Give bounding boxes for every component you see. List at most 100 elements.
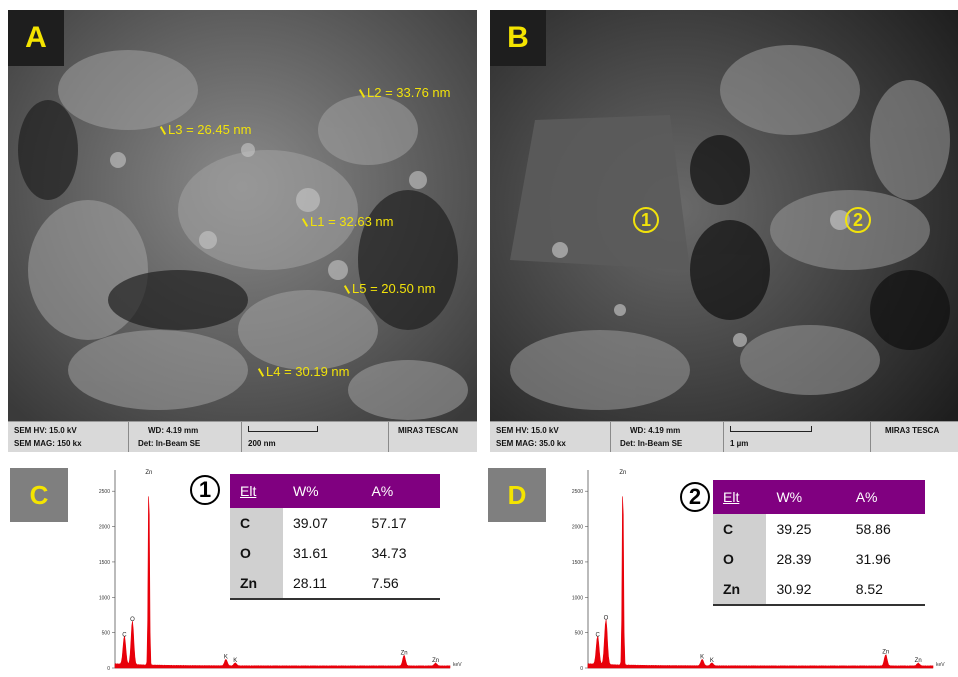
sem-hv-a: SEM HV: 15.0 kV	[14, 426, 77, 435]
panel-label-a: A	[8, 10, 64, 66]
sem-det-a: Det: In-Beam SE	[138, 439, 201, 448]
element-cell: Zn	[713, 574, 767, 606]
header-a: A%	[361, 474, 440, 508]
element-cell: C	[230, 508, 283, 538]
sem-info-bar-a: SEM HV: 15.0 kV SEM MAG: 150 kx WD: 4.19…	[8, 421, 477, 452]
y-tick-label: 500	[102, 631, 111, 637]
peak-label-o: O	[604, 616, 609, 622]
header-w: W%	[766, 480, 846, 514]
peak-label-o: O	[130, 617, 135, 623]
scale-text-b: 1 µm	[730, 439, 749, 448]
element-cell: O	[713, 544, 767, 574]
y-tick-label: 1000	[572, 595, 583, 601]
spectrum-trace	[114, 496, 451, 669]
measurement-l4: L4 = 30.19 nm	[257, 364, 350, 379]
header-elt: Elt	[230, 474, 283, 508]
spot-marker-d: 2	[680, 482, 710, 512]
table-row: O 31.61 34.73	[230, 538, 440, 568]
y-tick-label: 0	[580, 666, 583, 672]
peak-label-zn: Zn	[619, 470, 626, 476]
table-row: C 39.25 58.86	[713, 514, 925, 544]
weight-cell: 30.92	[766, 574, 846, 606]
atomic-cell: 7.56	[361, 568, 440, 600]
analysis-spot-1: 1	[633, 207, 659, 233]
sem-brand-b: MIRA3 TESCA	[885, 426, 940, 435]
y-tick-label: 2000	[99, 525, 110, 531]
sem-image-a: A L2 = 33.76 nm L3 = 26.45 nm L1 = 32.63…	[8, 10, 477, 452]
measurement-l4-text: L4 = 30.19 nm	[266, 364, 350, 379]
table-row: C 39.07 57.17	[230, 508, 440, 538]
y-tick-label: 1500	[99, 560, 110, 566]
peak-label-c: C	[122, 633, 127, 639]
x-axis-label: keV	[453, 662, 462, 668]
atomic-cell: 8.52	[845, 574, 925, 606]
y-tick-label: 0	[107, 666, 110, 672]
measurement-l3-text: L3 = 26.45 nm	[168, 122, 252, 137]
atomic-cell: 57.17	[371, 515, 407, 531]
panel-label-c: C	[10, 468, 68, 522]
peak-label-k: K	[700, 655, 704, 661]
atomic-cell: 34.73	[371, 545, 407, 561]
atomic-cell: 31.96	[855, 551, 891, 567]
peak-label-zn: Zn	[915, 658, 922, 664]
y-tick-label: 1000	[99, 595, 110, 601]
table-row: Zn 30.92 8.52	[713, 574, 925, 606]
sem-wd-a: WD: 4.19 mm	[148, 426, 199, 435]
peak-label-c: C	[595, 633, 600, 639]
weight-cell: 28.39	[776, 551, 812, 567]
measurement-l3: L3 = 26.45 nm	[159, 122, 252, 137]
sem-texture-b	[490, 10, 958, 452]
measurement-l2-text: L2 = 33.76 nm	[367, 85, 451, 100]
weight-cell: 39.25	[776, 521, 812, 537]
sem-brand-a: MIRA3 TESCAN	[398, 426, 459, 435]
sem-info-bar-b: SEM HV: 15.0 kV SEM MAG: 35.0 kx WD: 4.1…	[490, 421, 958, 452]
peak-label-zn: Zn	[145, 470, 152, 476]
sem-wd-b: WD: 4.19 mm	[630, 426, 681, 435]
x-axis-label: keV	[936, 662, 945, 668]
scale-text-a: 200 nm	[248, 439, 276, 448]
peak-label-zn: Zn	[401, 650, 408, 656]
weight-cell: 39.07	[292, 515, 328, 531]
y-tick-label: 500	[575, 631, 584, 637]
element-cell: Zn	[230, 568, 283, 600]
sem-mag-a: SEM MAG: 150 kx	[14, 439, 82, 448]
composition-table-d: Elt W% A% C 39.25 58.86 O 28.39 31.96 Zn…	[713, 480, 925, 606]
sem-texture-a	[8, 10, 477, 452]
y-tick-label: 2500	[572, 489, 583, 495]
element-cell: O	[230, 538, 283, 568]
peak-label-zn: Zn	[432, 658, 439, 664]
measurement-l1-text: L1 = 32.63 nm	[310, 214, 394, 229]
table-row: Zn 28.11 7.56	[230, 568, 440, 600]
weight-cell: 28.11	[282, 568, 362, 600]
header-elt: Elt	[713, 480, 767, 514]
sem-image-b: B 1 2 SEM HV: 15.0 kV SEM MAG: 35.0 kx W…	[490, 10, 958, 452]
atomic-cell: 58.86	[855, 521, 891, 537]
table-row: O 28.39 31.96	[713, 544, 925, 574]
sem-mag-b: SEM MAG: 35.0 kx	[496, 439, 566, 448]
spot-marker-c: 1	[190, 475, 220, 505]
analysis-spot-2: 2	[845, 207, 871, 233]
panel-label-d: D	[488, 468, 546, 522]
measurement-l5-text: L5 = 20.50 nm	[352, 281, 436, 296]
header-w: W%	[282, 474, 362, 508]
panel-label-b: B	[490, 10, 546, 66]
peak-label-zn: Zn	[882, 650, 889, 656]
y-tick-label: 1500	[572, 560, 583, 566]
peak-label-k: K	[233, 658, 237, 664]
scale-bar-a	[248, 426, 318, 432]
sem-hv-b: SEM HV: 15.0 kV	[496, 426, 559, 435]
header-a: A%	[845, 480, 925, 514]
measurement-l2: L2 = 33.76 nm	[358, 85, 451, 100]
measurement-l5: L5 = 20.50 nm	[343, 281, 436, 296]
spectrum-trace	[587, 496, 934, 669]
sem-det-b: Det: In-Beam SE	[620, 439, 683, 448]
peak-label-k: K	[710, 658, 714, 664]
weight-cell: 31.61	[292, 545, 328, 561]
composition-table-c: Elt W% A% C 39.07 57.17 O 31.61 34.73 Zn…	[230, 474, 440, 600]
element-cell: C	[713, 514, 767, 544]
measurement-l1: L1 = 32.63 nm	[301, 214, 394, 229]
scale-bar-b	[730, 426, 812, 432]
peak-label-k: K	[224, 655, 228, 661]
